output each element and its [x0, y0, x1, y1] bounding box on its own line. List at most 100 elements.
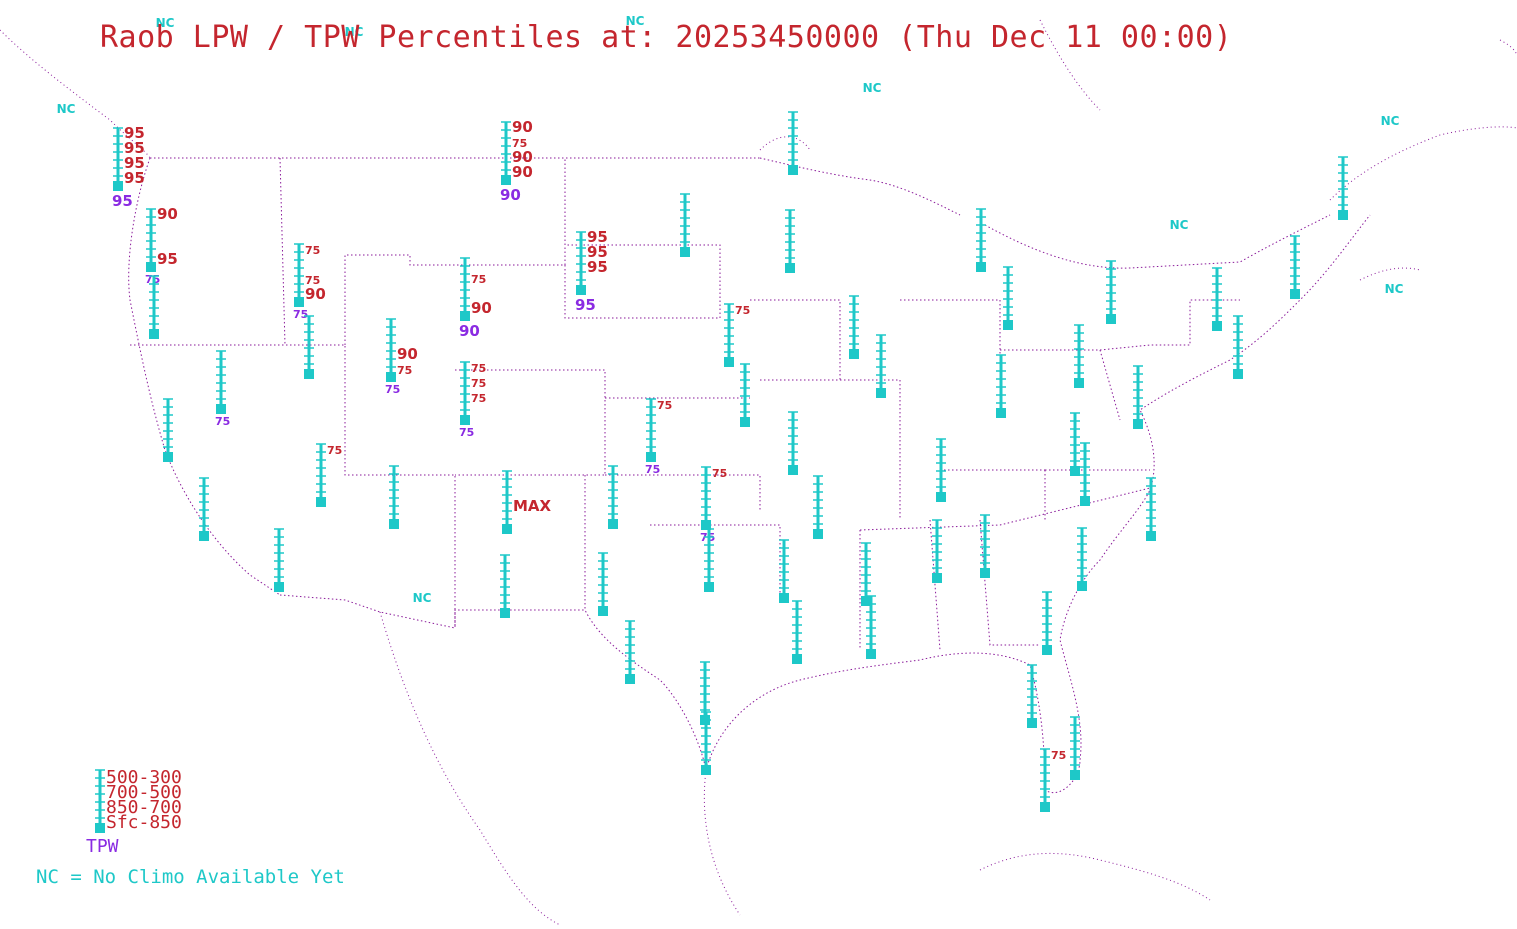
legend-layer-500-300: 500-300 — [106, 767, 182, 788]
station-marker — [701, 765, 711, 775]
station-layer-label: 90 — [397, 345, 418, 363]
station-marker — [813, 529, 823, 539]
station-marker — [1070, 770, 1080, 780]
station-21 — [608, 465, 618, 529]
station-layer-label: 90 — [471, 299, 492, 317]
station-marker — [876, 388, 886, 398]
station-marker — [163, 452, 173, 462]
station-29 — [701, 711, 711, 775]
station-7 — [680, 193, 690, 257]
station-35 — [792, 600, 802, 664]
station-26 — [704, 528, 714, 592]
station-layer-label: 95 — [124, 154, 145, 172]
station-marker — [294, 297, 304, 307]
station-46 — [1070, 412, 1080, 476]
station-marker — [646, 452, 656, 462]
station-tpw-label: 75 — [385, 383, 400, 396]
station-marker — [779, 593, 789, 603]
station-33 — [813, 475, 823, 539]
station-layer-label: 95 — [157, 250, 178, 268]
station-marker — [861, 596, 871, 606]
station-marker — [1133, 419, 1143, 429]
station-tpw-label: 75 — [293, 308, 308, 321]
station-16: 75 — [316, 443, 342, 507]
nc-marker: NC — [863, 81, 882, 95]
station-marker — [149, 329, 159, 339]
station-20 — [500, 554, 510, 618]
station-5: 75 90 90 — [459, 257, 492, 340]
station-marker — [740, 417, 750, 427]
station-marker — [866, 649, 876, 659]
station-layer-label: 75 — [471, 362, 486, 375]
station-23 — [598, 552, 608, 616]
station-52 — [1027, 664, 1037, 728]
station-marker — [1070, 466, 1080, 476]
station-marker — [113, 181, 123, 191]
station-layer-label: 90 — [157, 205, 178, 223]
station-marker — [701, 520, 711, 530]
station-55 — [1106, 260, 1116, 324]
station-marker — [788, 165, 798, 175]
station-tpw-label: 75 — [215, 415, 230, 428]
station-marker — [849, 349, 859, 359]
station-17 — [274, 528, 284, 592]
station-marker — [1027, 718, 1037, 728]
station-marker — [1146, 531, 1156, 541]
station-marker — [502, 524, 512, 534]
station-41 — [980, 514, 990, 578]
station-layer-label: 75 — [512, 137, 527, 150]
station-marker — [625, 674, 635, 684]
station-14: 75 75 75 75 — [459, 361, 486, 439]
station-marker — [146, 262, 156, 272]
station-marker — [932, 573, 942, 583]
station-layer-label: 75 — [1051, 749, 1066, 762]
station-22: 75 75 — [645, 398, 672, 476]
station-40 — [932, 519, 942, 583]
legend-station-marker — [95, 823, 105, 833]
station-53 — [1070, 716, 1080, 780]
station-layer-label: 75 — [471, 377, 486, 390]
legend-layer-850-700: 850-700 — [106, 797, 182, 818]
station-marker — [608, 519, 618, 529]
station-marker — [976, 262, 986, 272]
station-marker — [460, 415, 470, 425]
station-marker — [980, 568, 990, 578]
station-42 — [996, 354, 1006, 418]
station-58 — [1290, 235, 1300, 299]
station-marker — [1106, 314, 1116, 324]
station-45 — [1074, 324, 1084, 388]
station-marker — [1074, 378, 1084, 388]
station-marker — [199, 531, 209, 541]
station-marker — [724, 357, 734, 367]
station-marker — [704, 582, 714, 592]
station-32 — [788, 411, 798, 475]
station-marker — [1003, 320, 1013, 330]
station-layer-label: 90 — [512, 148, 533, 166]
station-marker — [386, 372, 396, 382]
map-title: Raob LPW / TPW Percentiles at: 202534500… — [100, 20, 1233, 55]
station-59 — [1338, 156, 1348, 220]
station-13 — [304, 315, 314, 379]
nc-marker: NC — [156, 16, 175, 30]
station-19: MAX — [502, 470, 552, 534]
station-marker — [1290, 289, 1300, 299]
station-layer-label: 95 — [124, 169, 145, 187]
station-56 — [1212, 267, 1222, 331]
station-31 — [779, 539, 789, 603]
station-34 — [861, 542, 871, 606]
station-layer-label: 95 — [587, 243, 608, 261]
station-layer-label: 95 — [124, 139, 145, 157]
station-tpw-label: 90 — [500, 186, 521, 204]
station-marker — [1233, 369, 1243, 379]
canada-mexico-outline — [0, 19, 1517, 926]
station-30 — [740, 363, 750, 427]
legend-tpw-label: TPW — [86, 836, 119, 857]
station-layer-label: 75 — [397, 364, 412, 377]
station-marker — [576, 285, 586, 295]
station-49 — [1133, 365, 1143, 429]
